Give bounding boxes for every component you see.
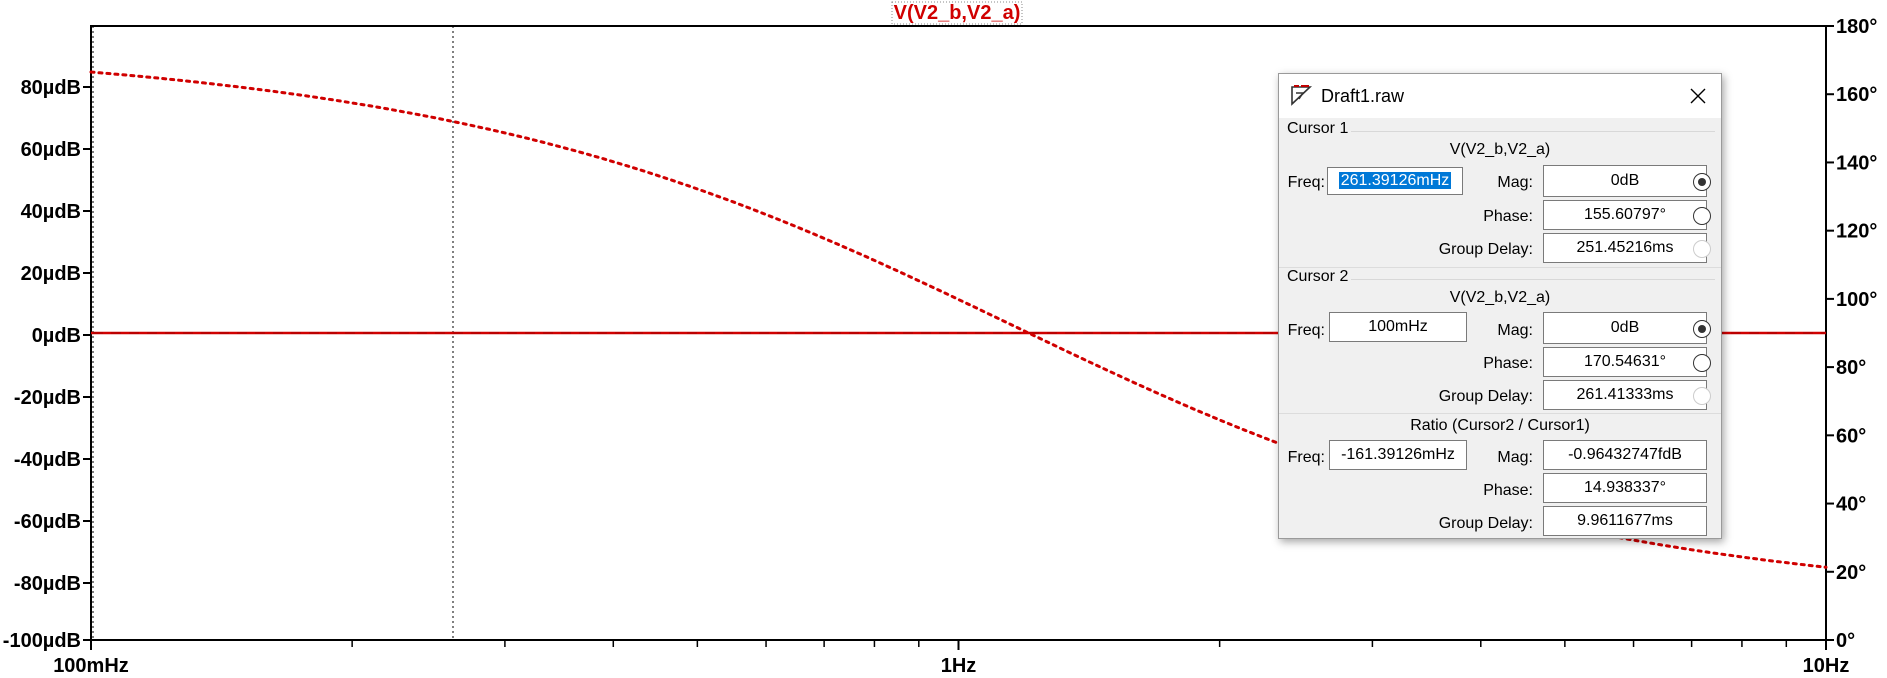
right-axis-label: 180° <box>1836 16 1877 38</box>
right-axis-label: 80° <box>1836 357 1866 379</box>
x-axis-label: 10Hz <box>1803 655 1850 677</box>
cursor2-phase-label: Phase: <box>1483 355 1533 372</box>
ratio-mag-field[interactable]: -0.96432747fdB <box>1543 440 1707 470</box>
trace-title[interactable]: V(V2_b,V2_a) <box>894 2 1021 24</box>
cursor2-mag-field[interactable]: 0dB <box>1543 312 1707 344</box>
cursor1-freq-value: 261.39126mHz <box>1338 172 1452 189</box>
cursor2-mag-label: Mag: <box>1497 322 1533 339</box>
ratio-mag-label: Mag: <box>1497 449 1533 466</box>
dialog-title: Draft1.raw <box>1321 86 1405 106</box>
cursor1-mag-field[interactable]: 0dB <box>1543 165 1707 197</box>
section-divider-2 <box>1279 413 1721 414</box>
cursor1-phase-label: Phase: <box>1483 208 1533 225</box>
close-button[interactable] <box>1675 74 1721 118</box>
cursor2-phase-radio[interactable] <box>1693 354 1711 372</box>
cursor2-freq-label: Freq: <box>1287 322 1325 339</box>
dialog-titlebar[interactable]: Draft1.raw <box>1279 74 1721 118</box>
right-axis-label: 40° <box>1836 494 1866 516</box>
cursor1-divider <box>1351 131 1715 132</box>
right-axis-label: 100° <box>1836 289 1877 311</box>
right-axis-label: 0° <box>1836 630 1855 652</box>
ratio-gd-field[interactable]: 9.9611677ms <box>1543 506 1707 536</box>
cursor1-phase-radio[interactable] <box>1693 207 1711 225</box>
left-axis-label: -60µdB <box>14 511 81 533</box>
cursor2-trace-name: V(V2_b,V2_a) <box>1449 289 1551 306</box>
ratio-label: Ratio (Cursor2 / Cursor1) <box>1410 417 1590 434</box>
cursor1-label: Cursor 1 <box>1287 120 1349 137</box>
trace-title-box <box>891 1 1023 25</box>
right-axis-label: 20° <box>1836 562 1866 584</box>
cursor1-mag-label: Mag: <box>1497 174 1533 191</box>
cursor1-freq-label: Freq: <box>1287 174 1325 191</box>
left-axis-label: -20µdB <box>14 387 81 409</box>
right-axis-label: 60° <box>1836 425 1866 447</box>
cursor2-label: Cursor 2 <box>1287 268 1349 285</box>
ratio-freq-label: Freq: <box>1287 449 1325 466</box>
x-axis: 100mHz 1Hz 10Hz <box>53 640 1849 677</box>
left-axis-label: 20µdB <box>21 263 81 285</box>
left-axis: 80µdB 60µdB 40µdB 20µdB 0µdB -20µdB -40µdB -60µ… <box>3 77 91 652</box>
cursor-dialog[interactable]: Draft1.raw Cursor 1 V(V2_b,V2_a) Freq: 2… <box>1278 73 1722 539</box>
left-axis-label: -40µdB <box>14 449 81 471</box>
cursor1-gd-radio <box>1693 240 1711 258</box>
cursor2-freq-field[interactable]: 100mHz <box>1329 312 1467 342</box>
ratio-phase-field[interactable]: 14.938337° <box>1543 473 1707 503</box>
left-axis-label: -100µdB <box>3 630 81 652</box>
x-axis-label: 100mHz <box>53 655 129 677</box>
cursor2-mag-radio[interactable] <box>1693 320 1711 338</box>
ratio-gd-label: Group Delay: <box>1438 515 1533 532</box>
cursor1-phase-field[interactable]: 155.60797° <box>1543 200 1707 230</box>
cursor1-trace-name: V(V2_b,V2_a) <box>1449 141 1551 158</box>
cursor2-phase-field[interactable]: 170.54631° <box>1543 347 1707 377</box>
left-axis-label: 0µdB <box>32 325 81 347</box>
ltspice-icon <box>1291 85 1313 106</box>
section-divider-1 <box>1279 267 1721 268</box>
cursor1-gd-field[interactable]: 251.45216ms <box>1543 233 1707 263</box>
left-axis-label: 40µdB <box>21 201 81 223</box>
cursor2-gd-radio <box>1693 387 1711 405</box>
right-axis: 180° 160° 140° 120° 100° 80° 60° 40° 20° 0° <box>1826 16 1877 652</box>
right-axis-label: 160° <box>1836 84 1877 106</box>
close-icon <box>1690 88 1706 104</box>
right-axis-label: 120° <box>1836 221 1877 243</box>
ratio-phase-label: Phase: <box>1483 482 1533 499</box>
left-axis-label: 60µdB <box>21 139 81 161</box>
left-axis-label: 80µdB <box>21 77 81 99</box>
ratio-freq-field[interactable]: -161.39126mHz <box>1329 440 1467 470</box>
cursor2-divider <box>1351 279 1715 280</box>
right-axis-label: 140° <box>1836 152 1877 174</box>
cursor2-gd-label: Group Delay: <box>1438 388 1533 405</box>
left-axis-label: -80µdB <box>14 573 81 595</box>
cursor1-freq-field[interactable]: 261.39126mHz <box>1327 167 1463 195</box>
cursor1-mag-radio[interactable] <box>1693 173 1711 191</box>
x-axis-label: 1Hz <box>941 655 977 677</box>
cursor2-gd-field[interactable]: 261.41333ms <box>1543 380 1707 410</box>
cursor1-gd-label: Group Delay: <box>1438 241 1533 258</box>
